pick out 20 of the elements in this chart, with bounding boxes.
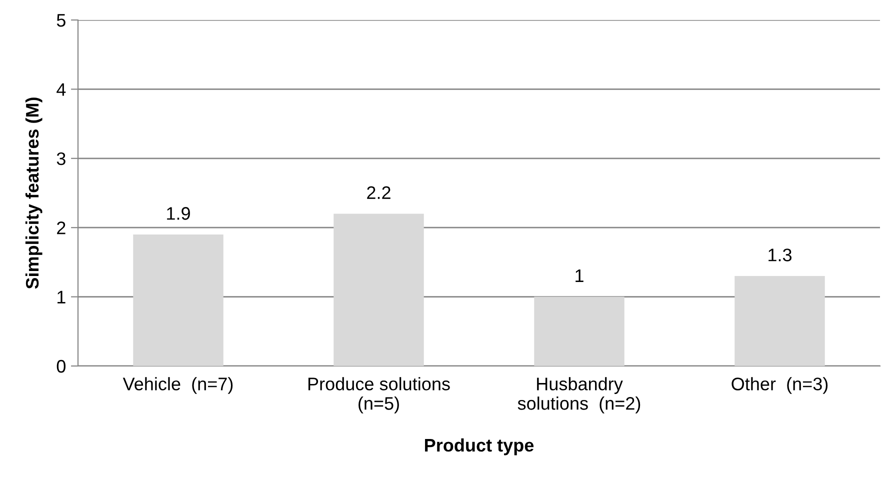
- x-tick-label: Vehicle (n=7): [122, 377, 233, 394]
- x-tick-label: Other (n=3): [732, 377, 828, 394]
- data-label: 1: [576, 270, 584, 282]
- x-tick-label: Husbandry solutions (n=2): [518, 377, 640, 414]
- y-tick-label: 0: [56, 360, 66, 373]
- x-tick-label: Produce solutions (n=5): [308, 377, 450, 414]
- bar: [133, 234, 224, 366]
- y-axis-title: Simplicity features (M): [25, 98, 42, 289]
- data-label: 1.3: [768, 248, 792, 262]
- y-tick-label: 5: [56, 14, 66, 27]
- x-axis-title: Product type: [425, 438, 534, 456]
- bar: [534, 296, 624, 366]
- bar: [334, 214, 424, 366]
- data-label: 1.9: [167, 207, 190, 220]
- bar: [734, 276, 825, 366]
- y-tick-label: 1: [58, 290, 66, 304]
- y-tick-label: 2: [57, 222, 66, 234]
- y-tick-label: 3: [56, 152, 66, 166]
- y-tick-label: 4: [56, 83, 66, 96]
- data-label: 2.2: [367, 186, 390, 199]
